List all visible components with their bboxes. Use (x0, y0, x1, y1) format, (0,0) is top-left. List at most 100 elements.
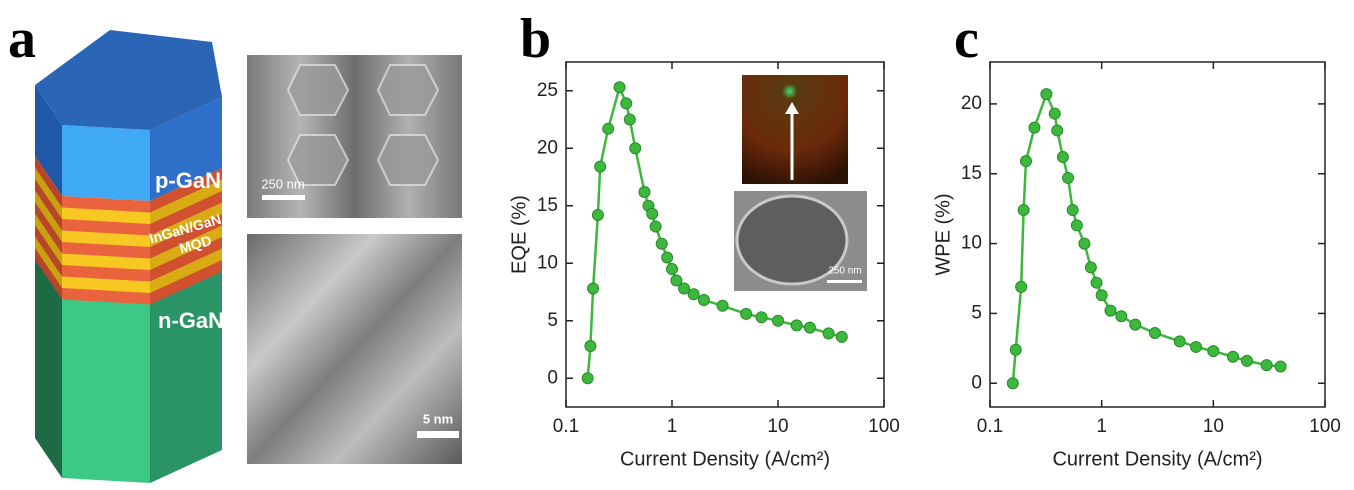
data-point (1260, 359, 1273, 372)
data-point (835, 330, 848, 343)
layer-face (35, 167, 62, 220)
data-point (602, 122, 615, 135)
data-point (638, 185, 651, 198)
layer-face (35, 179, 62, 231)
data-point (584, 340, 597, 353)
scale-label: 250 nm (828, 266, 861, 277)
data-point (1190, 340, 1203, 353)
data-point (670, 274, 683, 287)
sem-well (735, 194, 849, 286)
data-point (1009, 343, 1022, 356)
data-point (1028, 121, 1041, 134)
data-point (687, 288, 700, 301)
layer-label: n-GaN (158, 308, 224, 333)
layer-face (35, 213, 62, 266)
data-point (666, 263, 678, 275)
layer-face (150, 214, 222, 259)
layer-face (150, 271, 222, 483)
layer-face (150, 260, 222, 305)
layer-face (35, 259, 62, 478)
scale-label: 5 nm (423, 411, 453, 426)
y-tick-label: 0 (547, 367, 558, 388)
panel-label: a (8, 8, 36, 70)
data-point (697, 294, 710, 307)
y-tick-label: 10 (537, 252, 558, 273)
data-point (1090, 276, 1103, 289)
data-point (587, 282, 600, 295)
layer-label: p-GaN (155, 168, 221, 193)
data-point (1006, 377, 1019, 390)
data-point (1017, 204, 1030, 217)
data-point (649, 220, 662, 233)
plot-frame (565, 61, 885, 408)
x-tick-label: 1 (1096, 416, 1107, 437)
data-point (1207, 345, 1220, 358)
tem-image (247, 234, 462, 464)
y-tick-label: 5 (971, 302, 982, 323)
data-point (594, 160, 607, 173)
scale-label: 250 nm (261, 176, 304, 191)
data-point (661, 251, 674, 264)
data-point (1104, 304, 1117, 317)
data-point (678, 282, 691, 295)
layer-face (150, 97, 222, 201)
layer-face (150, 168, 222, 213)
data-point (790, 319, 803, 332)
data-point (655, 237, 668, 250)
data-point (1129, 318, 1142, 331)
data-point (1240, 354, 1253, 367)
x-tick-label: 10 (1203, 416, 1224, 437)
layer-face (150, 237, 222, 282)
data-point (755, 311, 768, 324)
panel-label: b (520, 8, 551, 70)
photo-inset (742, 75, 848, 184)
x-tick-label: 0.1 (977, 416, 1003, 437)
data-point (1148, 326, 1161, 339)
plot-frame (989, 61, 1326, 408)
data-point (1062, 171, 1075, 184)
data-point (1078, 237, 1091, 250)
y-tick-label: 25 (537, 80, 558, 101)
y-tick-label: 10 (961, 233, 982, 254)
data-point (1048, 107, 1061, 120)
layer-face (35, 85, 62, 196)
data-point (591, 208, 604, 221)
layer-face (62, 299, 150, 483)
x-tick-label: 0.1 (553, 416, 579, 437)
x-tick-label: 100 (868, 416, 900, 437)
data-line (1011, 90, 1281, 384)
sem-texture (286, 64, 440, 186)
data-point (1084, 261, 1097, 274)
data-point (822, 327, 835, 340)
scale-bar (827, 280, 862, 283)
y-tick-label: 20 (961, 93, 982, 114)
data-point (646, 207, 659, 220)
layer-face (150, 225, 222, 271)
data-point (1015, 280, 1028, 293)
top-face (35, 30, 222, 130)
x-axis-label: Current Density (A/cm²) (620, 448, 830, 470)
y-tick-label: 0 (971, 372, 982, 393)
data-point (1226, 350, 1239, 363)
data-point (1066, 204, 1079, 217)
data-point (1274, 360, 1287, 373)
data-point (1051, 124, 1064, 137)
x-axis-label: Current Density (A/cm²) (1052, 448, 1262, 470)
data-point (581, 372, 594, 385)
y-axis-label: EQE (%) (508, 195, 530, 274)
y-tick-label: 5 (547, 310, 558, 331)
data-point (613, 81, 626, 94)
panel-label: c (954, 8, 979, 70)
layer-face (150, 179, 222, 225)
data-point (1070, 219, 1083, 232)
data-point (623, 113, 636, 126)
layer-face (62, 125, 150, 201)
data-point (1056, 150, 1069, 163)
data-point (1115, 310, 1128, 323)
nanorod-diagram (35, 30, 222, 483)
scale-bar (262, 195, 305, 200)
x-tick-label: 100 (1309, 416, 1341, 437)
data-point (772, 314, 784, 327)
layer-face (35, 190, 62, 243)
